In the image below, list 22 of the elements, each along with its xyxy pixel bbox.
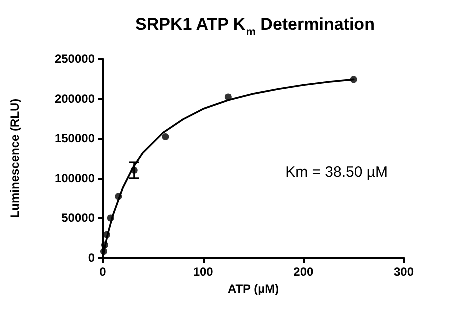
point	[350, 76, 358, 84]
point	[100, 248, 108, 256]
y-tick-label: 0	[88, 251, 96, 265]
annotation: Km = 38.50 µM	[286, 164, 388, 181]
y-tick-label: 200000	[54, 92, 96, 106]
y-tick-label: 100000	[54, 171, 96, 186]
x-axis-title: ATP (µM)	[228, 282, 280, 296]
y-tick-label: 150000	[54, 132, 96, 146]
point	[107, 214, 114, 222]
point	[130, 166, 138, 174]
point	[224, 94, 232, 101]
point	[101, 242, 108, 249]
y-tick-label: 50000	[62, 211, 96, 226]
point	[115, 193, 122, 200]
point	[103, 231, 110, 238]
x-tick-label: 0	[100, 265, 107, 279]
x-tick-label: 300	[394, 265, 414, 279]
x-tick-label: 200	[294, 265, 314, 279]
y-axis-title: Luminescence (RLU)	[8, 98, 22, 218]
y-tick-label: 250000	[54, 52, 96, 66]
x-tick-label: 100	[193, 265, 214, 279]
point	[162, 134, 170, 141]
